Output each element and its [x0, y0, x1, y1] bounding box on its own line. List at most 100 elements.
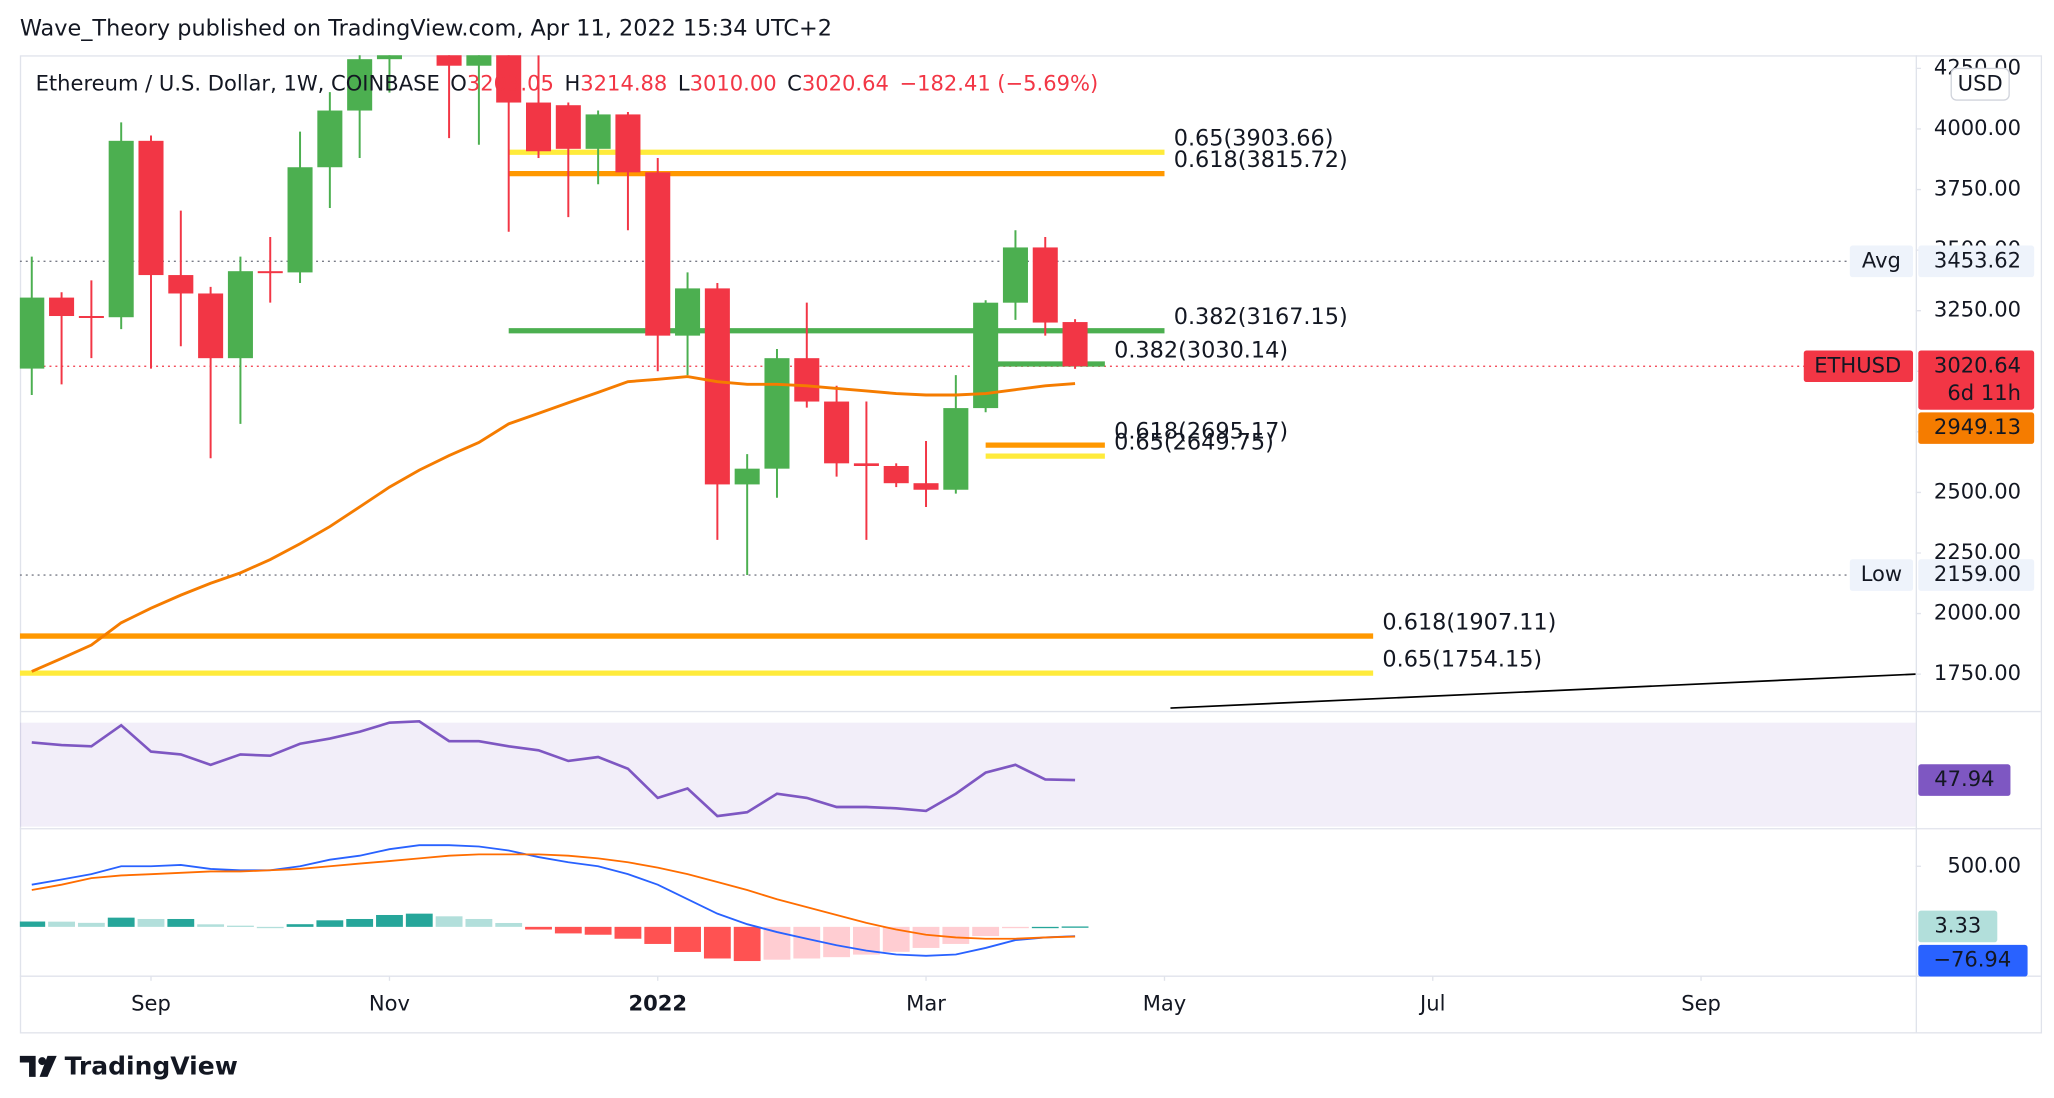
- x-tick-label: Mar: [906, 991, 946, 1016]
- bar-countdown: 6d 11h: [1947, 380, 2021, 405]
- macd-histogram-bar: [256, 926, 284, 929]
- fib-label: 0.618(1907.11): [1382, 609, 1556, 635]
- overlay: Avg 3453.62 Low 2159.00 ETHUSD 3020.64 6d 11h 2…: [36, 67, 2035, 977]
- avg-name: Avg: [1862, 247, 1901, 272]
- legend-title: Ethereum / U.S. Dollar, 1W, COINBASE: [36, 70, 440, 95]
- histogram-value-box: [1918, 910, 1998, 943]
- macd-histogram-bar: [137, 918, 165, 927]
- candle-body: [287, 167, 313, 273]
- chart-frame: [19, 55, 2043, 1034]
- macd-histogram-bar: [793, 926, 821, 959]
- moving-average: [31, 375, 1076, 673]
- macd-pane: [19, 844, 1089, 962]
- ohlc-value: 3203.05: [467, 70, 554, 95]
- macd-histogram-bar: [1031, 926, 1059, 929]
- currency-label: USD: [1958, 70, 2003, 95]
- candle-body: [555, 105, 581, 149]
- macd-histogram-bar: [614, 926, 642, 939]
- candle-body: [19, 297, 45, 369]
- macd-histogram-bar: [48, 921, 75, 927]
- macd-histogram-bar: [1002, 926, 1029, 929]
- ohlc-prefix: H: [564, 70, 580, 95]
- ma-value-box: [1918, 412, 2035, 444]
- candle-body: [376, 55, 402, 60]
- signal-line: [31, 853, 1076, 940]
- x-tick-label: Nov: [369, 991, 410, 1016]
- avg-value: 3453.62: [1934, 247, 2021, 272]
- footer-logo: TradingView: [19, 1052, 238, 1081]
- fib-label: 0.618(3815.72): [1174, 147, 1348, 173]
- symbol-name: ETHUSD: [1814, 352, 1901, 377]
- ohlc-value: 3020.64: [802, 70, 889, 95]
- candle-body: [824, 401, 850, 464]
- candle-body: [913, 483, 939, 490]
- candle-body: [973, 302, 999, 409]
- x-tick-label: Sep: [1681, 991, 1721, 1016]
- legend-change-pct: (−5.69%): [997, 70, 1098, 95]
- symbol-box: [1803, 350, 1914, 383]
- macd-line: [31, 844, 1076, 957]
- macd-histogram-bar: [197, 924, 225, 927]
- macd-histogram-bar: [942, 926, 970, 944]
- macd-histogram-bar: [584, 926, 612, 935]
- macd-value: −76.94: [1933, 947, 2011, 972]
- ma-value: 2949.13: [1934, 414, 2021, 439]
- avg-name-box: [1849, 245, 1914, 278]
- candle-body: [257, 271, 283, 274]
- macd-histogram-bar: [495, 922, 523, 927]
- trendline: [1170, 673, 1916, 709]
- macd-histogram-bar: [465, 918, 493, 927]
- candle-body: [78, 316, 104, 318]
- macd-histogram-bar: [286, 924, 314, 927]
- logo-text: TradingView: [65, 1052, 238, 1081]
- candle-body: [436, 55, 462, 66]
- macd-tick-label: 500.00: [1947, 852, 2021, 877]
- candle-body: [1002, 247, 1028, 303]
- rsi-value: 47.94: [1934, 766, 1994, 791]
- last-price-box: [1918, 350, 2035, 410]
- x-tick-label: Jul: [1418, 991, 1445, 1016]
- candle-body: [49, 297, 75, 317]
- macd-histogram-bar: [376, 914, 403, 927]
- y-tick-label: 3750.00: [1934, 176, 2021, 201]
- low-name-box: [1849, 559, 1914, 591]
- candle-body: [347, 59, 373, 111]
- fib-label: 0.382(3167.15): [1174, 304, 1348, 330]
- rsi-value-box: [1918, 764, 2011, 796]
- ohlc-prefix: C: [787, 70, 802, 95]
- x-tick-label: Sep: [131, 991, 171, 1016]
- macd-histogram-bar: [167, 918, 195, 927]
- candle-body: [1062, 322, 1088, 367]
- y-tick-label: 2000.00: [1934, 600, 2021, 625]
- candle-body: [734, 468, 760, 485]
- candle-body: [675, 288, 701, 336]
- rsi-line: [31, 720, 1076, 818]
- fib-label: 0.618(2695.17): [1114, 418, 1288, 444]
- candle-body: [317, 110, 343, 168]
- macd-histogram-bar: [435, 916, 463, 927]
- low-value-box: [1918, 559, 2035, 591]
- ohlc-value: 3010.00: [690, 70, 777, 95]
- publish-header: Wave_Theory published on TradingView.com…: [20, 15, 832, 41]
- macd-histogram-bar: [227, 925, 254, 927]
- logo-mark: [39, 1055, 57, 1077]
- candle-body: [227, 271, 253, 359]
- rsi-band: [19, 722, 1916, 827]
- currency-button: [1950, 67, 2010, 101]
- macd-histogram-bar: [912, 926, 940, 948]
- frame-border: [19, 55, 2043, 1034]
- candle-body: [496, 55, 522, 103]
- macd-histogram-bar: [77, 922, 105, 927]
- macd-histogram-bar: [19, 921, 46, 927]
- candle-body: [764, 358, 790, 469]
- macd-histogram-bar: [405, 913, 433, 927]
- y-tick-label: 2500.00: [1934, 478, 2021, 503]
- candle-body: [525, 102, 552, 152]
- macd-histogram-bar: [823, 926, 851, 958]
- candle-body: [138, 140, 164, 276]
- ohlc-value: 3214.88: [580, 70, 667, 95]
- fib-label: 0.65(3903.66): [1174, 126, 1334, 152]
- candle-body: [1032, 247, 1058, 323]
